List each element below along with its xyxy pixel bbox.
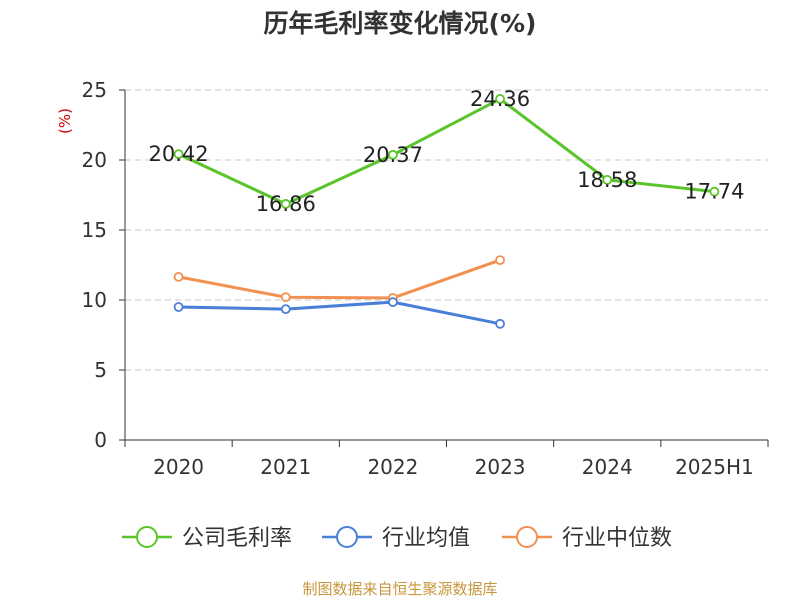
data-point bbox=[173, 149, 184, 160]
x-tick-label: 2021 bbox=[260, 455, 311, 479]
y-tick-label: 20 bbox=[82, 148, 107, 172]
series-line-2 bbox=[178, 258, 501, 300]
data-point bbox=[173, 271, 184, 282]
data-label: 17.74 bbox=[684, 180, 744, 204]
x-tick-label: 2020 bbox=[153, 455, 204, 479]
x-tick-label: 2022 bbox=[367, 455, 418, 479]
chart-title: 历年毛利率变化情况(%) bbox=[263, 9, 537, 38]
legend-label: 行业中位数 bbox=[562, 526, 672, 551]
legend-label: 公司毛利率 bbox=[182, 526, 292, 551]
y-tick-label: 25 bbox=[82, 78, 107, 102]
legend-marker bbox=[136, 526, 158, 548]
data-source-note: 制图数据来自恒生聚源数据库 bbox=[302, 580, 498, 598]
y-tick-label: 15 bbox=[82, 218, 107, 242]
y-tick-label: 10 bbox=[82, 288, 107, 312]
legend-marker bbox=[516, 526, 538, 548]
y-tick-label: 5 bbox=[94, 358, 107, 382]
x-tick-label: 2024 bbox=[582, 455, 633, 479]
data-label: 24.36 bbox=[470, 87, 530, 111]
data-point bbox=[280, 199, 291, 209]
x-tick-label: 2025H1 bbox=[675, 455, 754, 479]
data-label: 16.86 bbox=[256, 192, 316, 216]
data-point bbox=[388, 149, 398, 160]
data-label: 20.37 bbox=[363, 143, 423, 167]
data-point bbox=[602, 174, 613, 185]
data-label: 18.58 bbox=[577, 168, 637, 192]
data-label: 20.42 bbox=[149, 142, 209, 166]
x-tick-label: 2023 bbox=[475, 455, 526, 479]
series-line-0 bbox=[177, 97, 715, 206]
data-point bbox=[388, 297, 398, 308]
legend-label: 行业均值 bbox=[382, 526, 470, 551]
data-point bbox=[495, 255, 505, 266]
data-point bbox=[280, 304, 291, 315]
data-point bbox=[495, 318, 505, 329]
series-line-1 bbox=[178, 300, 501, 326]
data-point bbox=[709, 186, 720, 197]
y-tick-label: 0 bbox=[94, 428, 107, 452]
legend-marker bbox=[336, 526, 358, 548]
data-point bbox=[173, 302, 184, 312]
data-point bbox=[495, 94, 505, 104]
data-point bbox=[280, 292, 291, 303]
